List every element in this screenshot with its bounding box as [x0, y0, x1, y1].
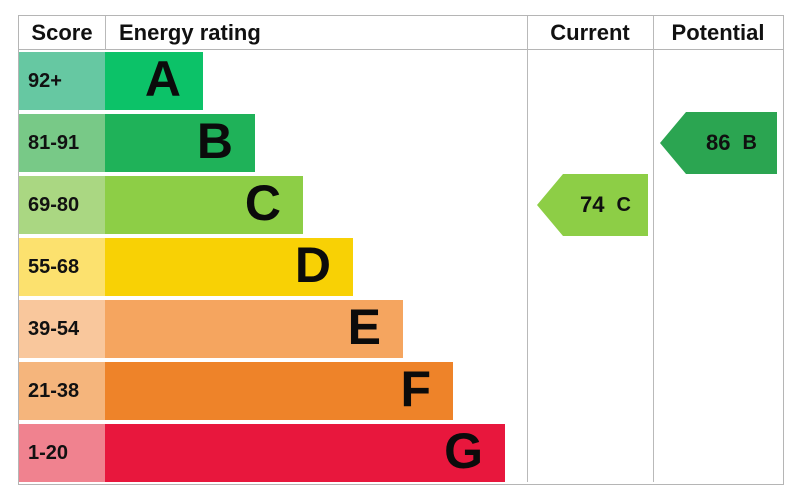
- energy-rating-header: Energy rating: [119, 20, 261, 45]
- potential-rating-arrow: 86 B: [660, 112, 777, 174]
- band-score-label: 21-38: [19, 362, 105, 420]
- band-letter: A: [144, 51, 181, 107]
- band-letter: E: [347, 299, 381, 355]
- band-score-label: 39-54: [19, 300, 105, 358]
- band-score-label: 55-68: [19, 238, 105, 296]
- band-bar: D: [105, 238, 353, 296]
- band-letter: D: [294, 237, 331, 293]
- band-bar: E: [105, 300, 403, 358]
- current-rating-letter: C: [616, 193, 631, 216]
- epc-chart: Score Energy rating Current Potential 92…: [18, 15, 784, 485]
- potential-header: Potential: [671, 20, 765, 45]
- header-row: Score Energy rating Current Potential: [19, 16, 783, 50]
- band-bar: A: [105, 52, 203, 110]
- current-rating-value: 74: [580, 192, 605, 217]
- potential-rating-letter: B: [742, 131, 757, 154]
- band-score-label: 92+: [19, 52, 105, 110]
- band-bar: F: [105, 362, 453, 420]
- band-row: 69-80 C: [19, 176, 303, 234]
- potential-column-divider: [653, 16, 654, 482]
- current-column-divider: [527, 16, 528, 482]
- band-letter: C: [244, 175, 281, 231]
- band-score-label: 1-20: [19, 424, 105, 482]
- band-row: 92+ A: [19, 52, 203, 110]
- band-row: 21-38 F: [19, 362, 453, 420]
- band-letter: B: [196, 113, 233, 169]
- band-bar: G: [105, 424, 505, 482]
- current-rating-arrow: 74 C: [537, 174, 648, 236]
- band-row: 1-20 G: [19, 424, 505, 482]
- current-header: Current: [550, 20, 630, 45]
- band-bar: C: [105, 176, 303, 234]
- band-letter: G: [444, 423, 483, 479]
- score-column-divider: [105, 16, 106, 50]
- band-row: 81-91 B: [19, 114, 255, 172]
- band-bar: B: [105, 114, 255, 172]
- band-letter: F: [400, 361, 431, 417]
- potential-rating-value: 86: [706, 130, 731, 155]
- band-row: 55-68 D: [19, 238, 353, 296]
- band-row: 39-54 E: [19, 300, 403, 358]
- band-score-label: 69-80: [19, 176, 105, 234]
- band-score-label: 81-91: [19, 114, 105, 172]
- score-header: Score: [31, 20, 93, 45]
